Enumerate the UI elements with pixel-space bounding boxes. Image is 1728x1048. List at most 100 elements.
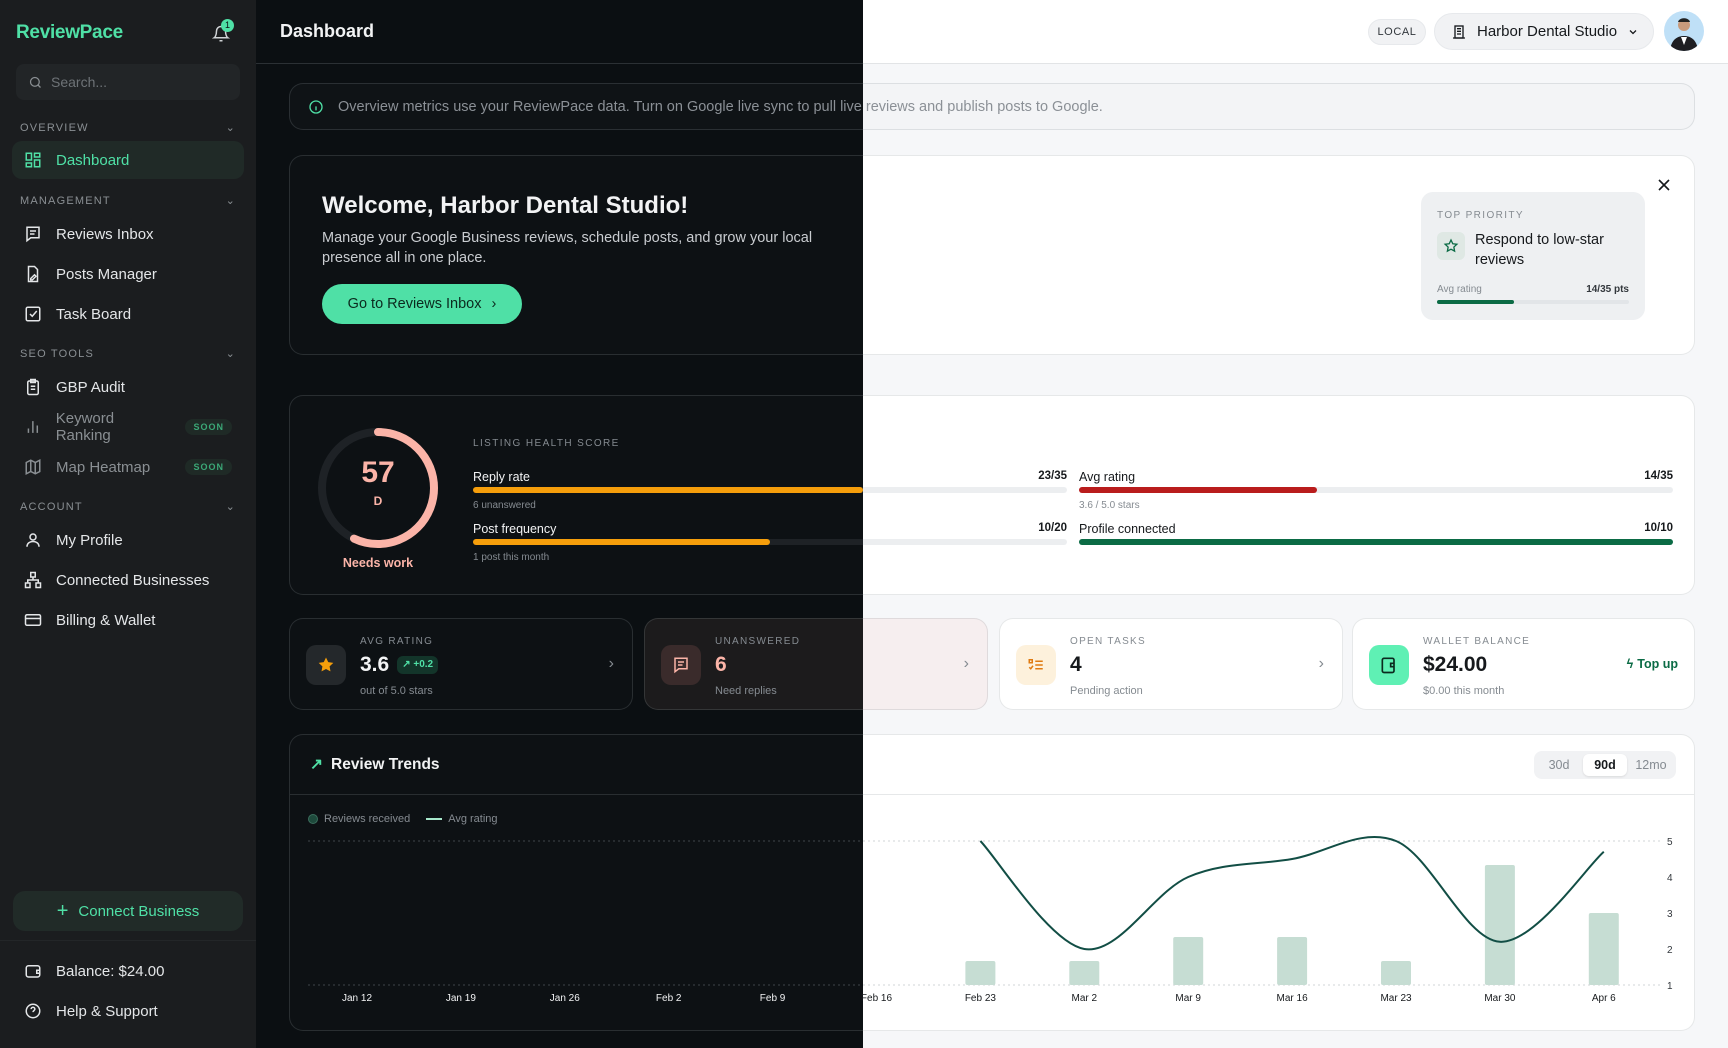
x-tick-label: Mar 16 xyxy=(1277,993,1309,1004)
sidebar-item-gbp-audit[interactable]: GBP Audit xyxy=(12,368,244,406)
x-tick-label: Mar 2 xyxy=(1072,993,1098,1004)
sidebar-item-label: Task Board xyxy=(56,305,132,323)
search-input[interactable] xyxy=(51,74,221,90)
sidebar-item-posts-manager[interactable]: Posts Manager xyxy=(12,255,244,293)
x-tick-label: Jan 26 xyxy=(550,993,580,1004)
connect-business-label: Connect Business xyxy=(78,902,200,920)
review-trends-card: ↗ Review Trends 30d 90d 12mo Reviews rece… xyxy=(289,734,1695,1031)
metric-value: 23/35 xyxy=(1038,470,1067,482)
priority-label: TOP PRIORITY xyxy=(1437,210,1525,221)
lightning-icon: ϟ xyxy=(1626,657,1634,671)
metric-bar xyxy=(1079,487,1317,493)
soon-badge: SOON xyxy=(185,419,232,435)
section-management[interactable]: MANAGEMENT ⌄ xyxy=(20,194,236,208)
sidebar-item-keyword-ranking[interactable]: Keyword Ranking SOON xyxy=(12,408,244,446)
business-selector[interactable]: Harbor Dental Studio xyxy=(1434,13,1654,50)
section-seo-tools[interactable]: SEO TOOLS ⌄ xyxy=(20,347,236,361)
range-30d[interactable]: 30d xyxy=(1537,754,1581,776)
bar-mar-16 xyxy=(1277,937,1308,985)
button-label: Go to Reviews Inbox xyxy=(347,296,482,312)
notifications-button[interactable]: 1 xyxy=(212,19,234,44)
welcome-subtitle: Manage your Google Business reviews, sch… xyxy=(322,230,813,266)
top-up-button[interactable]: ϟ Top up xyxy=(1626,657,1678,671)
metric-value: 14/35 xyxy=(1644,470,1673,482)
y-tick-label: 3 xyxy=(1667,909,1673,920)
section-label: OVERVIEW xyxy=(20,121,89,134)
priority-progress xyxy=(1437,300,1629,304)
metric-bar xyxy=(1079,539,1673,545)
legend-reviews: Reviews received xyxy=(308,813,410,825)
wallet-icon xyxy=(25,965,41,978)
message-icon xyxy=(26,226,40,243)
go-to-reviews-inbox-button[interactable]: Go to Reviews Inbox › xyxy=(322,284,522,324)
section-account[interactable]: ACCOUNT ⌄ xyxy=(20,500,236,514)
star-icon xyxy=(1437,232,1465,260)
chevron-down-icon: ⌄ xyxy=(225,348,236,360)
business-name: Harbor Dental Studio xyxy=(1477,23,1618,40)
x-tick-label: Mar 30 xyxy=(1484,993,1516,1004)
bar-apr-6 xyxy=(1588,913,1619,985)
range-90d[interactable]: 90d xyxy=(1583,754,1627,776)
file-edit-icon xyxy=(27,265,39,283)
y-tick-label: 5 xyxy=(1667,837,1673,848)
top-header: Dashboard LOCAL Harbor Dental Studio xyxy=(256,0,1728,64)
health-status: Needs work xyxy=(342,556,414,570)
balance-link[interactable]: Balance: $24.00 xyxy=(24,962,164,980)
sidebar-item-map-heatmap[interactable]: Map Heatmap SOON xyxy=(12,448,244,486)
plus-icon: + xyxy=(56,899,69,922)
star-icon xyxy=(306,645,346,685)
sidebar-item-label: Posts Manager xyxy=(56,265,157,283)
banner-text: Overview metrics use your ReviewPace dat… xyxy=(338,98,1103,115)
credit-card-icon xyxy=(24,614,42,626)
wallet-icon xyxy=(1369,645,1409,685)
chevron-down-icon: ⌄ xyxy=(225,122,236,134)
sidebar-item-dashboard[interactable]: Dashboard xyxy=(12,141,244,179)
stat-unanswered[interactable]: UNANSWERED 6 Need replies › xyxy=(644,618,988,710)
bar-mar-2 xyxy=(1069,961,1100,985)
priority-title: Respond to low-star reviews xyxy=(1475,232,1604,268)
priority-progress-fill xyxy=(1437,300,1514,304)
welcome-card: Welcome, Harbor Dental Studio! Manage yo… xyxy=(289,155,1695,355)
help-label: Help & Support xyxy=(56,1002,158,1020)
sidebar-item-billing-wallet[interactable]: Billing & Wallet xyxy=(12,601,244,639)
search-box[interactable] xyxy=(16,64,240,100)
logo: ReviewPace xyxy=(16,22,123,43)
chevron-right-icon: › xyxy=(608,655,614,672)
sidebar-item-label: Connected Businesses xyxy=(56,571,210,589)
section-label: MANAGEMENT xyxy=(20,194,111,207)
metric-bar xyxy=(473,487,864,493)
close-icon[interactable] xyxy=(1657,178,1671,192)
legend-avg-rating: Avg rating xyxy=(426,813,498,825)
priority-metric: Avg rating xyxy=(1437,284,1482,295)
sidebar-item-task-board[interactable]: Task Board xyxy=(12,295,244,333)
avatar[interactable] xyxy=(1664,11,1704,51)
chevron-down-icon xyxy=(1629,29,1637,34)
mode-badge: LOCAL xyxy=(1368,19,1426,45)
sidebar-item-label: Billing & Wallet xyxy=(56,611,156,629)
help-support-link[interactable]: Help & Support xyxy=(24,1002,158,1020)
range-12mo[interactable]: 12mo xyxy=(1629,754,1673,776)
bar-feb-23 xyxy=(965,961,996,985)
sidebar-item-reviews-inbox[interactable]: Reviews Inbox xyxy=(12,215,244,253)
bar-chart-icon xyxy=(27,421,39,433)
connect-business-button[interactable]: + Connect Business xyxy=(13,891,243,931)
stat-sub: Need replies xyxy=(715,685,777,697)
stat-avg-rating[interactable]: AVG RATING 3.6 ↗ +0.2 out of 5.0 stars › xyxy=(289,618,633,710)
main-content: Dashboard LOCAL Harbor Dental Studio Ove… xyxy=(256,0,1728,1048)
metric-avg-rating: Avg rating 14/35 3.6 / 5.0 stars xyxy=(1079,470,1673,514)
metric-name: Profile connected xyxy=(1079,522,1176,536)
sidebar-item-connected-businesses[interactable]: Connected Businesses xyxy=(12,561,244,599)
y-tick-label: 2 xyxy=(1667,945,1673,956)
message-icon xyxy=(661,645,701,685)
x-tick-label: Feb 23 xyxy=(965,993,997,1004)
sidebar-item-my-profile[interactable]: My Profile xyxy=(12,521,244,559)
building-icon xyxy=(1453,24,1465,39)
avg-rating-line xyxy=(979,836,1605,951)
stat-value: 4 xyxy=(1070,653,1082,676)
top-priority-card[interactable]: TOP PRIORITY Respond to low-star reviews… xyxy=(1421,192,1645,320)
stat-open-tasks[interactable]: OPEN TASKS 4 Pending action › xyxy=(999,618,1343,710)
section-overview[interactable]: OVERVIEW ⌄ xyxy=(20,121,236,135)
metric-sub: 1 post this month xyxy=(473,552,550,563)
checkbox-icon xyxy=(25,306,41,322)
metric-sub: 6 unanswered xyxy=(473,500,536,511)
